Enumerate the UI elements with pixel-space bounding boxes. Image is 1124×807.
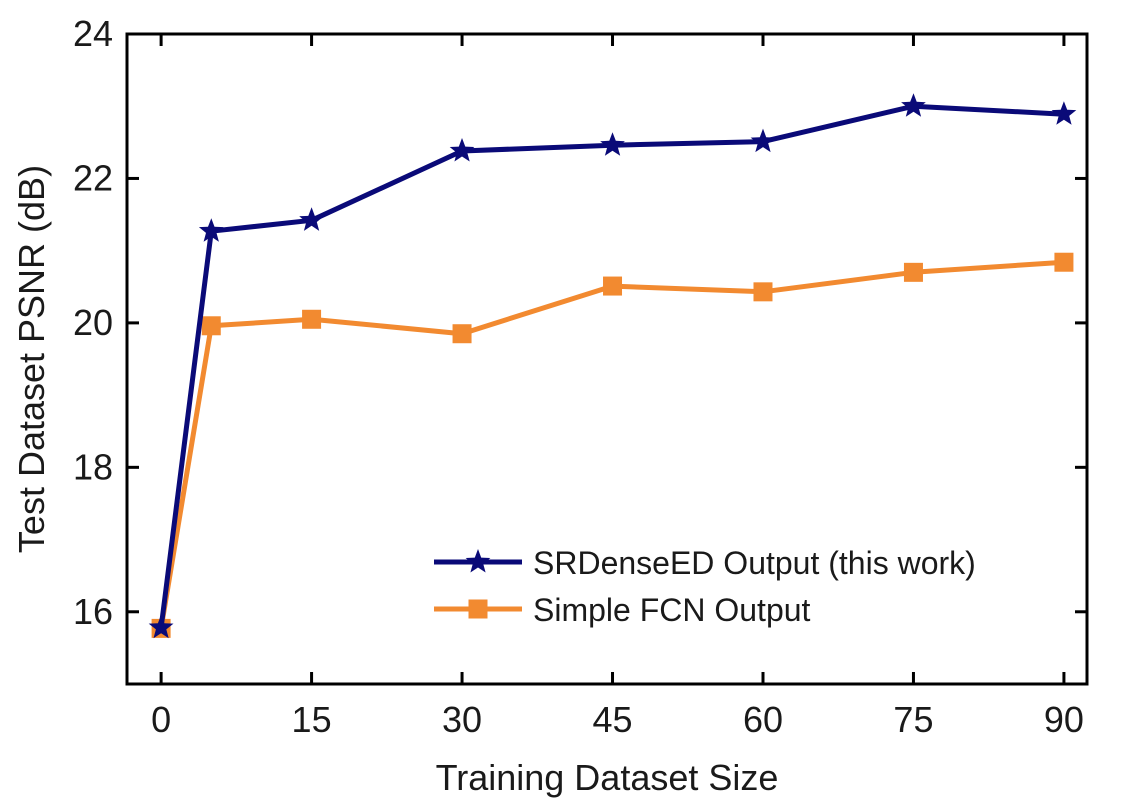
series-group	[148, 93, 1077, 639]
series-line	[158, 103, 1065, 629]
y-tick-label: 18	[73, 446, 113, 487]
series-line	[158, 259, 1065, 629]
x-tick-label: 15	[292, 699, 332, 740]
plot-frame	[125, 32, 1089, 686]
data-point	[299, 207, 324, 231]
data-point	[1054, 252, 1074, 272]
data-point	[201, 316, 221, 336]
data-point	[603, 276, 623, 296]
legend-item: SRDenseED Output (this work)	[434, 545, 976, 581]
y-tick-label: 16	[73, 591, 113, 632]
data-point	[750, 128, 776, 153]
data-point	[148, 614, 174, 639]
y-axis-title: Test Dataset PSNR (dB)	[11, 165, 52, 553]
y-tick-label: 22	[73, 157, 113, 198]
data-point	[449, 138, 475, 162]
legend-label: Simple FCN Output	[533, 592, 811, 628]
legend-marker	[465, 549, 491, 573]
data-point	[198, 218, 224, 242]
y-tick-label: 24	[73, 13, 113, 54]
series-0	[148, 93, 1077, 639]
data-point	[903, 262, 923, 282]
y-tick-label: 20	[73, 302, 113, 343]
data-point	[1051, 101, 1077, 125]
legend: SRDenseED Output (this work) Simple FCN O…	[434, 545, 976, 628]
data-point	[302, 309, 322, 329]
x-tick-label: 0	[151, 699, 171, 740]
legend-marker	[468, 599, 488, 619]
data-point	[753, 282, 773, 302]
axis-ticks: 0 15 30 45 60 75 90 16 18 20 22 24	[73, 13, 1087, 740]
data-point	[901, 93, 926, 117]
legend-item: Simple FCN Output	[434, 592, 811, 628]
x-tick-label: 75	[893, 699, 933, 740]
x-tick-label: 60	[743, 699, 783, 740]
legend-label: SRDenseED Output (this work)	[533, 545, 976, 581]
x-tick-label: 45	[592, 699, 632, 740]
data-point	[600, 132, 625, 156]
x-tick-label: 30	[442, 699, 482, 740]
x-tick-label: 90	[1044, 699, 1084, 740]
x-axis-title: Training Dataset Size	[436, 757, 779, 798]
data-point	[452, 324, 472, 344]
